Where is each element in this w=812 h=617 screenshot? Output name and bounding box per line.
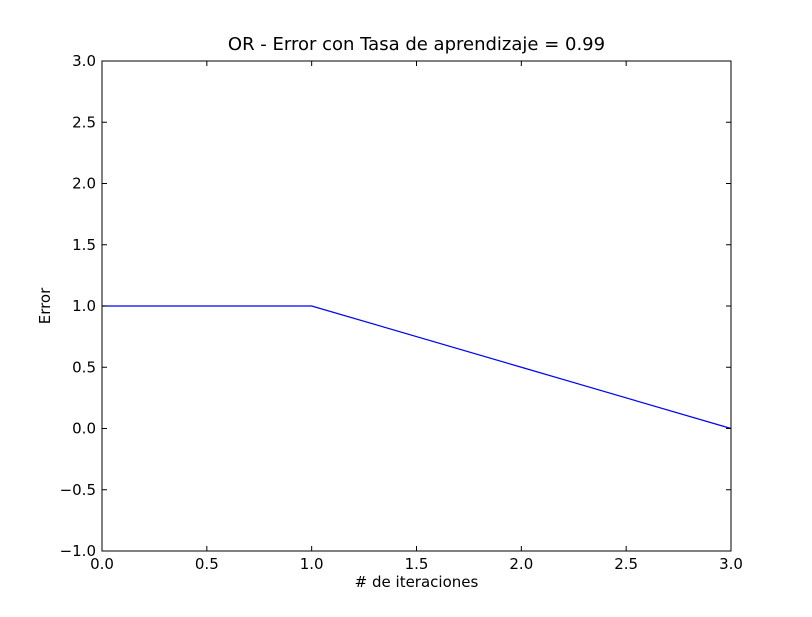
y-tick-label: 2.0 bbox=[72, 175, 96, 193]
chart-title: OR - Error con Tasa de aprendizaje = 0.9… bbox=[228, 34, 605, 55]
y-tick-label: 1.0 bbox=[72, 297, 96, 315]
x-axis-label: # de iteraciones bbox=[355, 573, 479, 591]
x-tick-label: 2.5 bbox=[614, 555, 638, 573]
x-tick-label: 1.0 bbox=[300, 555, 324, 573]
y-tick-label: −1.0 bbox=[60, 542, 96, 560]
y-tick-label: 2.5 bbox=[72, 113, 96, 131]
tick-layer: 0.0 0.5 1.0 1.5 2.0 2.5 3.0 −1.0 −0.5 0.0 0.5 1.0 1.… bbox=[60, 52, 743, 573]
x-tick-label: 0.5 bbox=[195, 555, 219, 573]
y-tick-label: 0.0 bbox=[72, 420, 96, 438]
y-tick-label: 0.5 bbox=[72, 358, 96, 376]
series-line-0 bbox=[102, 305, 732, 430]
y-tick-label: −0.5 bbox=[60, 481, 96, 499]
plot-layer bbox=[102, 305, 732, 430]
x-tick-label: 3.0 bbox=[719, 555, 743, 573]
x-tick-label: 0.0 bbox=[90, 555, 114, 573]
y-tick-label: 3.0 bbox=[72, 52, 96, 70]
y-axis-label: Error bbox=[36, 287, 54, 324]
axes-frame bbox=[101, 60, 732, 552]
y-tick-label: 1.5 bbox=[72, 236, 96, 254]
x-tick-label: 2.0 bbox=[509, 555, 533, 573]
x-tick-label: 1.5 bbox=[405, 555, 429, 573]
